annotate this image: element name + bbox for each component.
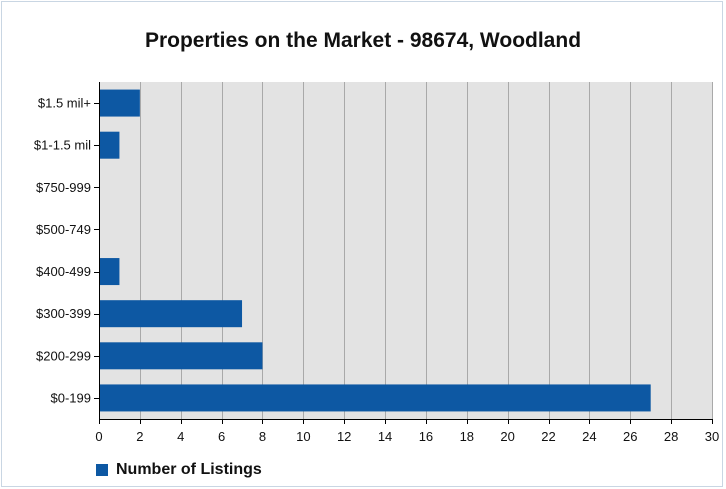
- bar-7: [99, 384, 651, 412]
- y-tick-label-6: $200-299: [36, 348, 91, 363]
- x-tick-label-30: 30: [705, 429, 719, 444]
- legend: Number of Listings: [96, 461, 262, 479]
- x-tick-label-22: 22: [541, 429, 555, 444]
- x-tick-label-4: 4: [177, 429, 184, 444]
- x-tick-label-12: 12: [337, 429, 351, 444]
- x-tick-label-26: 26: [623, 429, 637, 444]
- y-tick-label-5: $300-399: [36, 306, 91, 321]
- chart-title: Properties on the Market - 98674, Woodla…: [144, 29, 582, 52]
- x-tick-label-24: 24: [582, 429, 596, 444]
- bar-6: [99, 342, 263, 370]
- y-tick-label-7: $0-199: [51, 390, 91, 405]
- x-tick-label-0: 0: [95, 429, 102, 444]
- x-tick-label-2: 2: [136, 429, 143, 444]
- x-tick-label-16: 16: [419, 429, 433, 444]
- y-tick-label-2: $750-999: [36, 180, 91, 195]
- x-tick-label-20: 20: [500, 429, 514, 444]
- bar-4: [99, 258, 120, 286]
- x-tick-label-18: 18: [460, 429, 474, 444]
- x-tick-label-10: 10: [296, 429, 310, 444]
- legend-label: Number of Listings: [116, 461, 262, 478]
- x-tick-label-28: 28: [664, 429, 678, 444]
- legend-swatch: [96, 464, 108, 476]
- y-tick-label-1: $1-1.5 mil: [34, 138, 91, 153]
- bar-5: [99, 300, 243, 328]
- y-tick-label-3: $500-749: [36, 222, 91, 237]
- x-tick-label-14: 14: [378, 429, 392, 444]
- y-tick-label-4: $400-499: [36, 264, 91, 279]
- y-tick-label-0: $1.5 mil+: [38, 96, 91, 111]
- bar-0: [99, 89, 140, 117]
- x-tick-label-6: 6: [218, 429, 225, 444]
- x-tick-label-8: 8: [259, 429, 266, 444]
- bar-1: [99, 131, 120, 159]
